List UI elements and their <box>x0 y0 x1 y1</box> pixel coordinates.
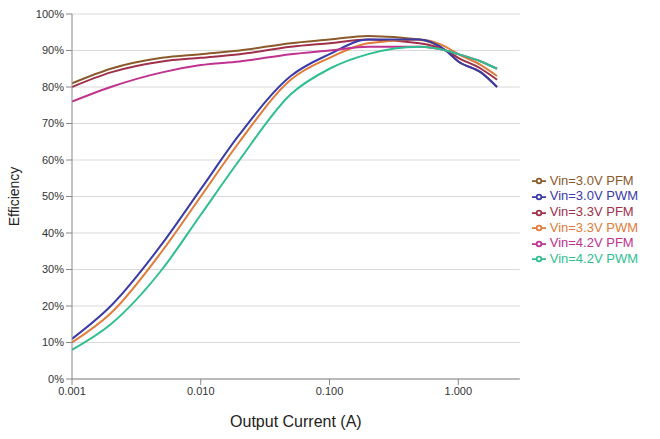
svg-text:30%: 30% <box>42 263 64 275</box>
svg-text:40%: 40% <box>42 227 64 239</box>
html-text:Vin=3.0V PWM: Vin=3.0V PWM <box>549 188 638 204</box>
svg-text:50%: 50% <box>42 190 64 202</box>
svg-text:10%: 10% <box>42 336 64 348</box>
svg-text:90%: 90% <box>42 44 64 56</box>
html-text:Vin=4.2V PFM: Vin=4.2V PFM <box>549 235 634 251</box>
svg-text:1.000: 1.000 <box>445 385 473 397</box>
html-text:Vin=4.2V PWM: Vin=4.2V PWM <box>549 250 638 266</box>
svg-text:Output Current (A): Output Current (A) <box>230 413 362 430</box>
html-text:Vin=3.0V PFM: Vin=3.0V PFM <box>549 172 634 188</box>
svg-text:Efficiency: Efficiency <box>6 167 22 227</box>
svg-text:0.001: 0.001 <box>58 385 86 397</box>
svg-text:20%: 20% <box>42 300 64 312</box>
svg-text:80%: 80% <box>42 81 64 93</box>
svg-text:0.100: 0.100 <box>316 385 344 397</box>
html-text:Vin=3.3V PWM: Vin=3.3V PWM <box>549 219 638 235</box>
svg-text:60%: 60% <box>42 154 64 166</box>
svg-text:70%: 70% <box>42 117 64 129</box>
svg-text:0%: 0% <box>48 373 64 385</box>
svg-text:100%: 100% <box>36 8 64 20</box>
html-text:Vin=3.3V PFM: Vin=3.3V PFM <box>549 203 634 219</box>
svg-text:0.010: 0.010 <box>187 385 215 397</box>
